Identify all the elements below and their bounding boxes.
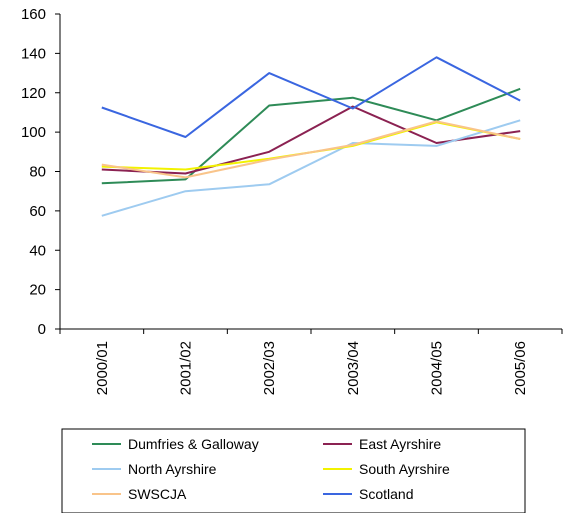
x-tick-label: 2002/03 xyxy=(261,341,278,395)
legend-box xyxy=(61,428,526,514)
series-line-scotland xyxy=(101,56,521,138)
x-axis-ticks: 2000/01 2001/02 2002/03 2003/04 2004/05 2005/… xyxy=(59,329,563,395)
x-tick-label: 2001/02 xyxy=(178,341,195,395)
legend-label: Dumfries & Galloway xyxy=(128,436,259,452)
x-tick-label: 2000/01 xyxy=(94,341,111,395)
legend-label: East Ayrshire xyxy=(359,436,441,452)
legend-label: Scotland xyxy=(359,486,413,502)
series-line-dumfries-galloway xyxy=(101,87,521,185)
x-tick-label: 2005/06 xyxy=(512,341,529,395)
y-tick-label: 80 xyxy=(29,164,46,181)
y-tick-label: 140 xyxy=(21,45,46,62)
y-tick-label: 160 xyxy=(21,6,46,23)
y-tick-label: 20 xyxy=(29,282,46,299)
series-lines xyxy=(101,56,521,217)
series-line-north-ayrshire xyxy=(101,119,521,217)
y-axis-ticks: 0 20 40 60 80 100 120 140 160 xyxy=(21,6,60,338)
x-tick-label: 2003/04 xyxy=(345,341,362,395)
legend-label: North Ayrshire xyxy=(128,461,217,477)
y-tick-label: 100 xyxy=(21,124,46,141)
x-tick-label: 2004/05 xyxy=(429,341,446,395)
y-tick-label: 40 xyxy=(29,242,46,259)
legend-label: South Ayrshire xyxy=(359,461,450,477)
y-tick-label: 120 xyxy=(21,85,46,102)
y-tick-label: 60 xyxy=(29,203,46,220)
legend-label: SWSCJA xyxy=(128,486,187,502)
legend: Dumfries & Galloway East Ayrshire North Ay… xyxy=(61,428,526,514)
y-tick-label: 0 xyxy=(38,321,46,338)
series-line-swscja xyxy=(101,120,521,179)
